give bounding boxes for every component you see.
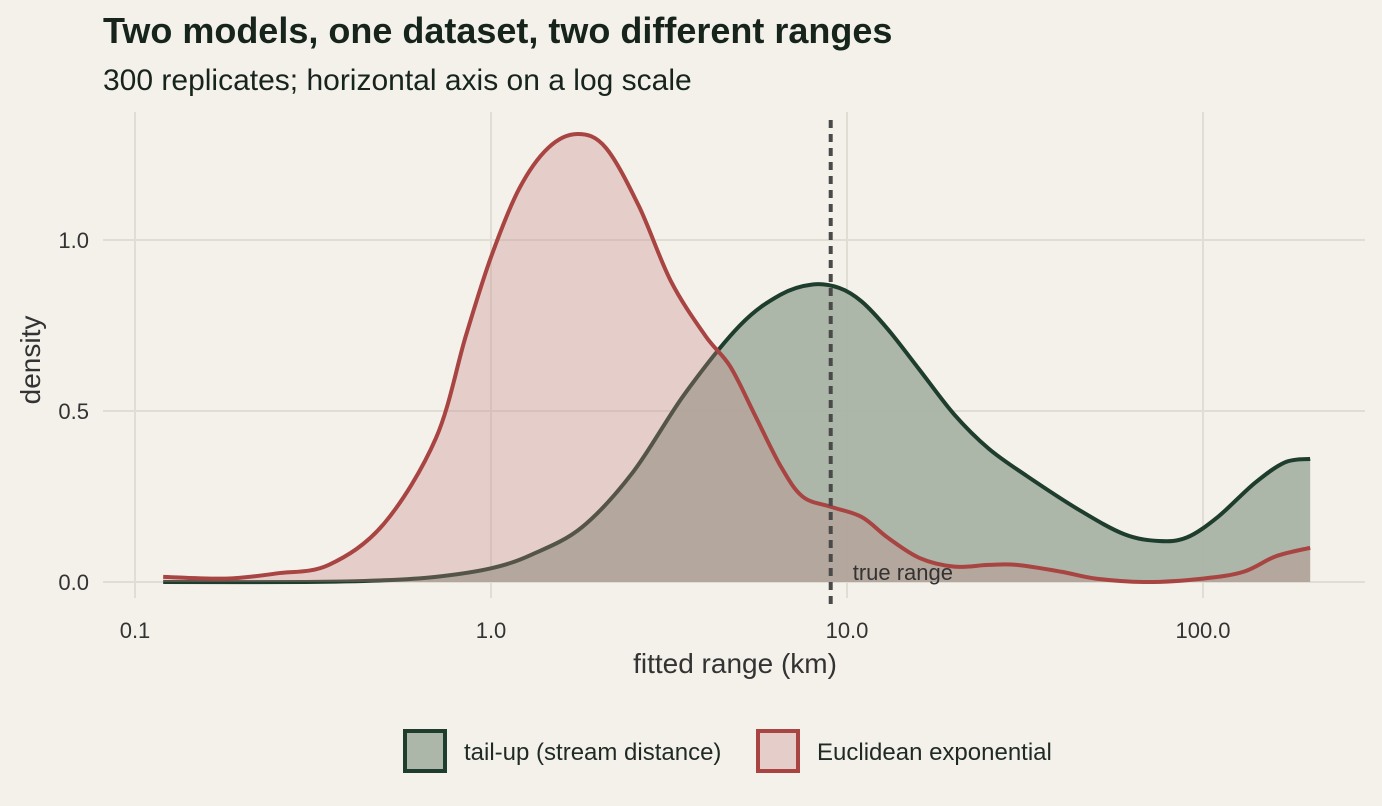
y-tick-label: 0.5 (58, 399, 89, 424)
legend-label-2: Euclidean exponential (817, 739, 1052, 766)
series-2-area (163, 133, 1311, 583)
legend-swatch-1 (403, 729, 447, 773)
reference-line-group: true range (828, 120, 953, 605)
legend-swatch-2 (756, 729, 800, 773)
density-areas (163, 131, 1311, 585)
x-tick-label: 1.0 (476, 618, 507, 643)
legend: tail-up (stream distance) Euclidean expon… (403, 729, 1052, 773)
x-tick-label: 100.0 (1175, 618, 1230, 643)
x-tick-label: 10.0 (826, 618, 869, 643)
chart-subtitle: 300 replicates; horizontal axis on a log… (103, 64, 692, 97)
true-range-label: true range (853, 560, 953, 585)
x-axis-title: fitted range (km) (633, 648, 837, 679)
y-tick-label: 0.0 (58, 570, 89, 595)
y-axis-ticks: 0.0 0.5 1.0 (58, 228, 89, 595)
series-1-line (163, 282, 1311, 585)
y-tick-label: 1.0 (58, 228, 89, 253)
x-axis-ticks: 0.1 1.0 10.0 100.0 (120, 618, 1231, 643)
legend-label-1: tail-up (stream distance) (464, 739, 721, 766)
x-tick-label: 0.1 (120, 618, 151, 643)
chart-title: Two models, one dataset, two different r… (103, 10, 892, 51)
y-axis-title: density (15, 316, 46, 405)
series-1-area (163, 284, 1311, 583)
series-2-line (163, 131, 1311, 584)
